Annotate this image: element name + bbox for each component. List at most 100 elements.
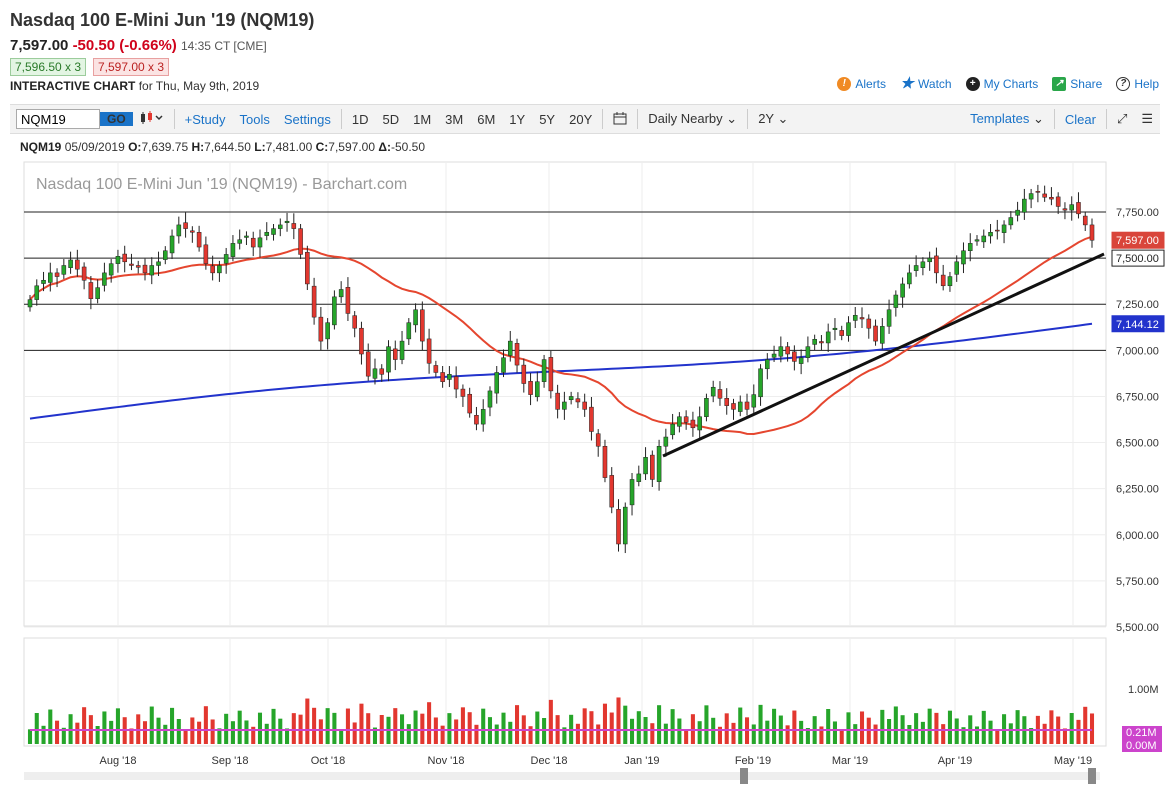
alerts-link[interactable]: ! Alerts xyxy=(837,77,886,91)
volume-bar xyxy=(183,729,188,744)
menu-button[interactable]: ☰ xyxy=(1134,111,1160,127)
candle-body xyxy=(670,423,675,436)
period-3m[interactable]: 3M xyxy=(445,111,464,127)
candlestick-icon xyxy=(140,110,163,124)
study-button[interactable]: +Study xyxy=(184,111,226,127)
candle-body xyxy=(102,272,107,286)
volume-bar xyxy=(102,711,107,744)
chart-type-button[interactable] xyxy=(133,110,171,128)
volume-bar xyxy=(582,708,587,744)
candle-body xyxy=(149,265,155,276)
my-charts-link[interactable]: + My Charts xyxy=(965,77,1038,91)
expand-button[interactable]: ⤢ xyxy=(1110,111,1134,127)
volume-bar xyxy=(48,709,53,744)
candle-body xyxy=(108,263,114,276)
volume-bar xyxy=(332,712,337,744)
candle-body xyxy=(264,232,270,236)
candle-body xyxy=(555,392,560,410)
candle-body xyxy=(825,331,831,344)
period-5y[interactable]: 5Y xyxy=(539,111,556,127)
scrollbar-left-handle[interactable] xyxy=(740,768,748,784)
share-link[interactable]: ↗ Share xyxy=(1052,77,1102,91)
candle-body xyxy=(900,283,905,298)
tools-button[interactable]: Tools xyxy=(239,111,270,127)
volume-bar xyxy=(109,720,114,744)
candle-body xyxy=(562,401,567,410)
period-6m[interactable]: 6M xyxy=(477,111,496,127)
y-tick-label: 6,750.00 xyxy=(1116,391,1159,403)
scrollbar-right-handle[interactable] xyxy=(1088,768,1096,784)
ohlc-date: 05/09/2019 xyxy=(64,140,125,154)
volume-bar xyxy=(934,712,939,744)
volume-pane-border xyxy=(23,637,1107,747)
volume-bar xyxy=(345,708,350,744)
candle-body xyxy=(1069,204,1074,211)
candle-body xyxy=(731,403,736,410)
price-change: -50.50 (-0.66%) xyxy=(72,37,177,54)
go-button[interactable]: GO xyxy=(100,112,133,126)
candle-body xyxy=(203,244,209,264)
time-scrollbar[interactable] xyxy=(24,772,1100,780)
volume-bar xyxy=(447,713,452,744)
templates-button[interactable]: Templates ⌄ xyxy=(963,111,1051,127)
period-1y[interactable]: 1Y xyxy=(509,111,526,127)
candle-body xyxy=(1062,208,1068,211)
volume-bar xyxy=(352,722,357,744)
volume-bar xyxy=(677,718,682,744)
clear-button[interactable]: Clear xyxy=(1064,111,1096,127)
period-5d[interactable]: 5D xyxy=(382,111,400,127)
y-tick-label: 7,000.00 xyxy=(1116,345,1159,357)
volume-bar xyxy=(366,713,371,744)
candle-body xyxy=(744,401,750,410)
aggregation-label: Daily Nearby xyxy=(648,111,723,126)
volume-last-tag xyxy=(1122,739,1162,752)
candle-body xyxy=(156,261,161,266)
candle-body xyxy=(528,381,533,395)
volume-bar xyxy=(291,713,296,744)
volume-bar xyxy=(203,706,208,744)
candle-body xyxy=(210,265,215,274)
last-price: 7,597.00 xyxy=(10,37,69,54)
candle-body xyxy=(913,265,919,271)
volume-bar xyxy=(372,727,378,744)
watch-link[interactable]: ★ Watch xyxy=(900,76,951,91)
candle-body xyxy=(886,309,892,327)
volume-average-label: 0.21M xyxy=(1126,727,1157,739)
candle-body xyxy=(474,415,479,425)
period-1d[interactable]: 1D xyxy=(351,111,369,127)
calendar-button[interactable] xyxy=(606,111,634,128)
volume-bar xyxy=(805,728,810,744)
candle-body xyxy=(392,348,398,360)
range-select[interactable]: 2Y ⌄ xyxy=(751,111,795,127)
aggregation-select[interactable]: Daily Nearby ⌄ xyxy=(641,111,744,127)
volume-bar xyxy=(115,708,120,744)
candle-body xyxy=(907,272,912,285)
volume-bar xyxy=(731,722,736,744)
bid-badge: 7,596.50 x 3 xyxy=(10,58,87,76)
settings-button[interactable]: Settings xyxy=(283,111,331,127)
candle-body xyxy=(413,309,418,326)
red-average-tag-box xyxy=(1111,249,1165,267)
volume-bar xyxy=(82,707,87,744)
y-axis-labels: 5,500.00 5,750.00 6,000.00 6,250.00 6,500.00… xyxy=(1116,207,1159,634)
help-link[interactable]: ? Help xyxy=(1116,77,1159,91)
volume-bar xyxy=(325,708,330,744)
horizontal-grid xyxy=(24,211,1106,628)
candle-body xyxy=(717,389,723,399)
volume-bar xyxy=(1042,723,1047,744)
candle-body xyxy=(1028,193,1034,200)
help-label: Help xyxy=(1134,77,1159,91)
candle-body xyxy=(460,388,466,397)
candle-body xyxy=(48,272,53,283)
divider xyxy=(173,109,175,129)
symbol-input[interactable] xyxy=(16,109,100,129)
candle-body xyxy=(771,353,777,358)
candle-body xyxy=(927,257,932,263)
candle-body xyxy=(88,282,94,299)
period-20y[interactable]: 20Y xyxy=(569,111,593,127)
candle-body xyxy=(724,398,730,406)
period-1m[interactable]: 1M xyxy=(413,111,432,127)
volume-bar xyxy=(257,712,263,744)
volume-bar xyxy=(562,727,567,744)
